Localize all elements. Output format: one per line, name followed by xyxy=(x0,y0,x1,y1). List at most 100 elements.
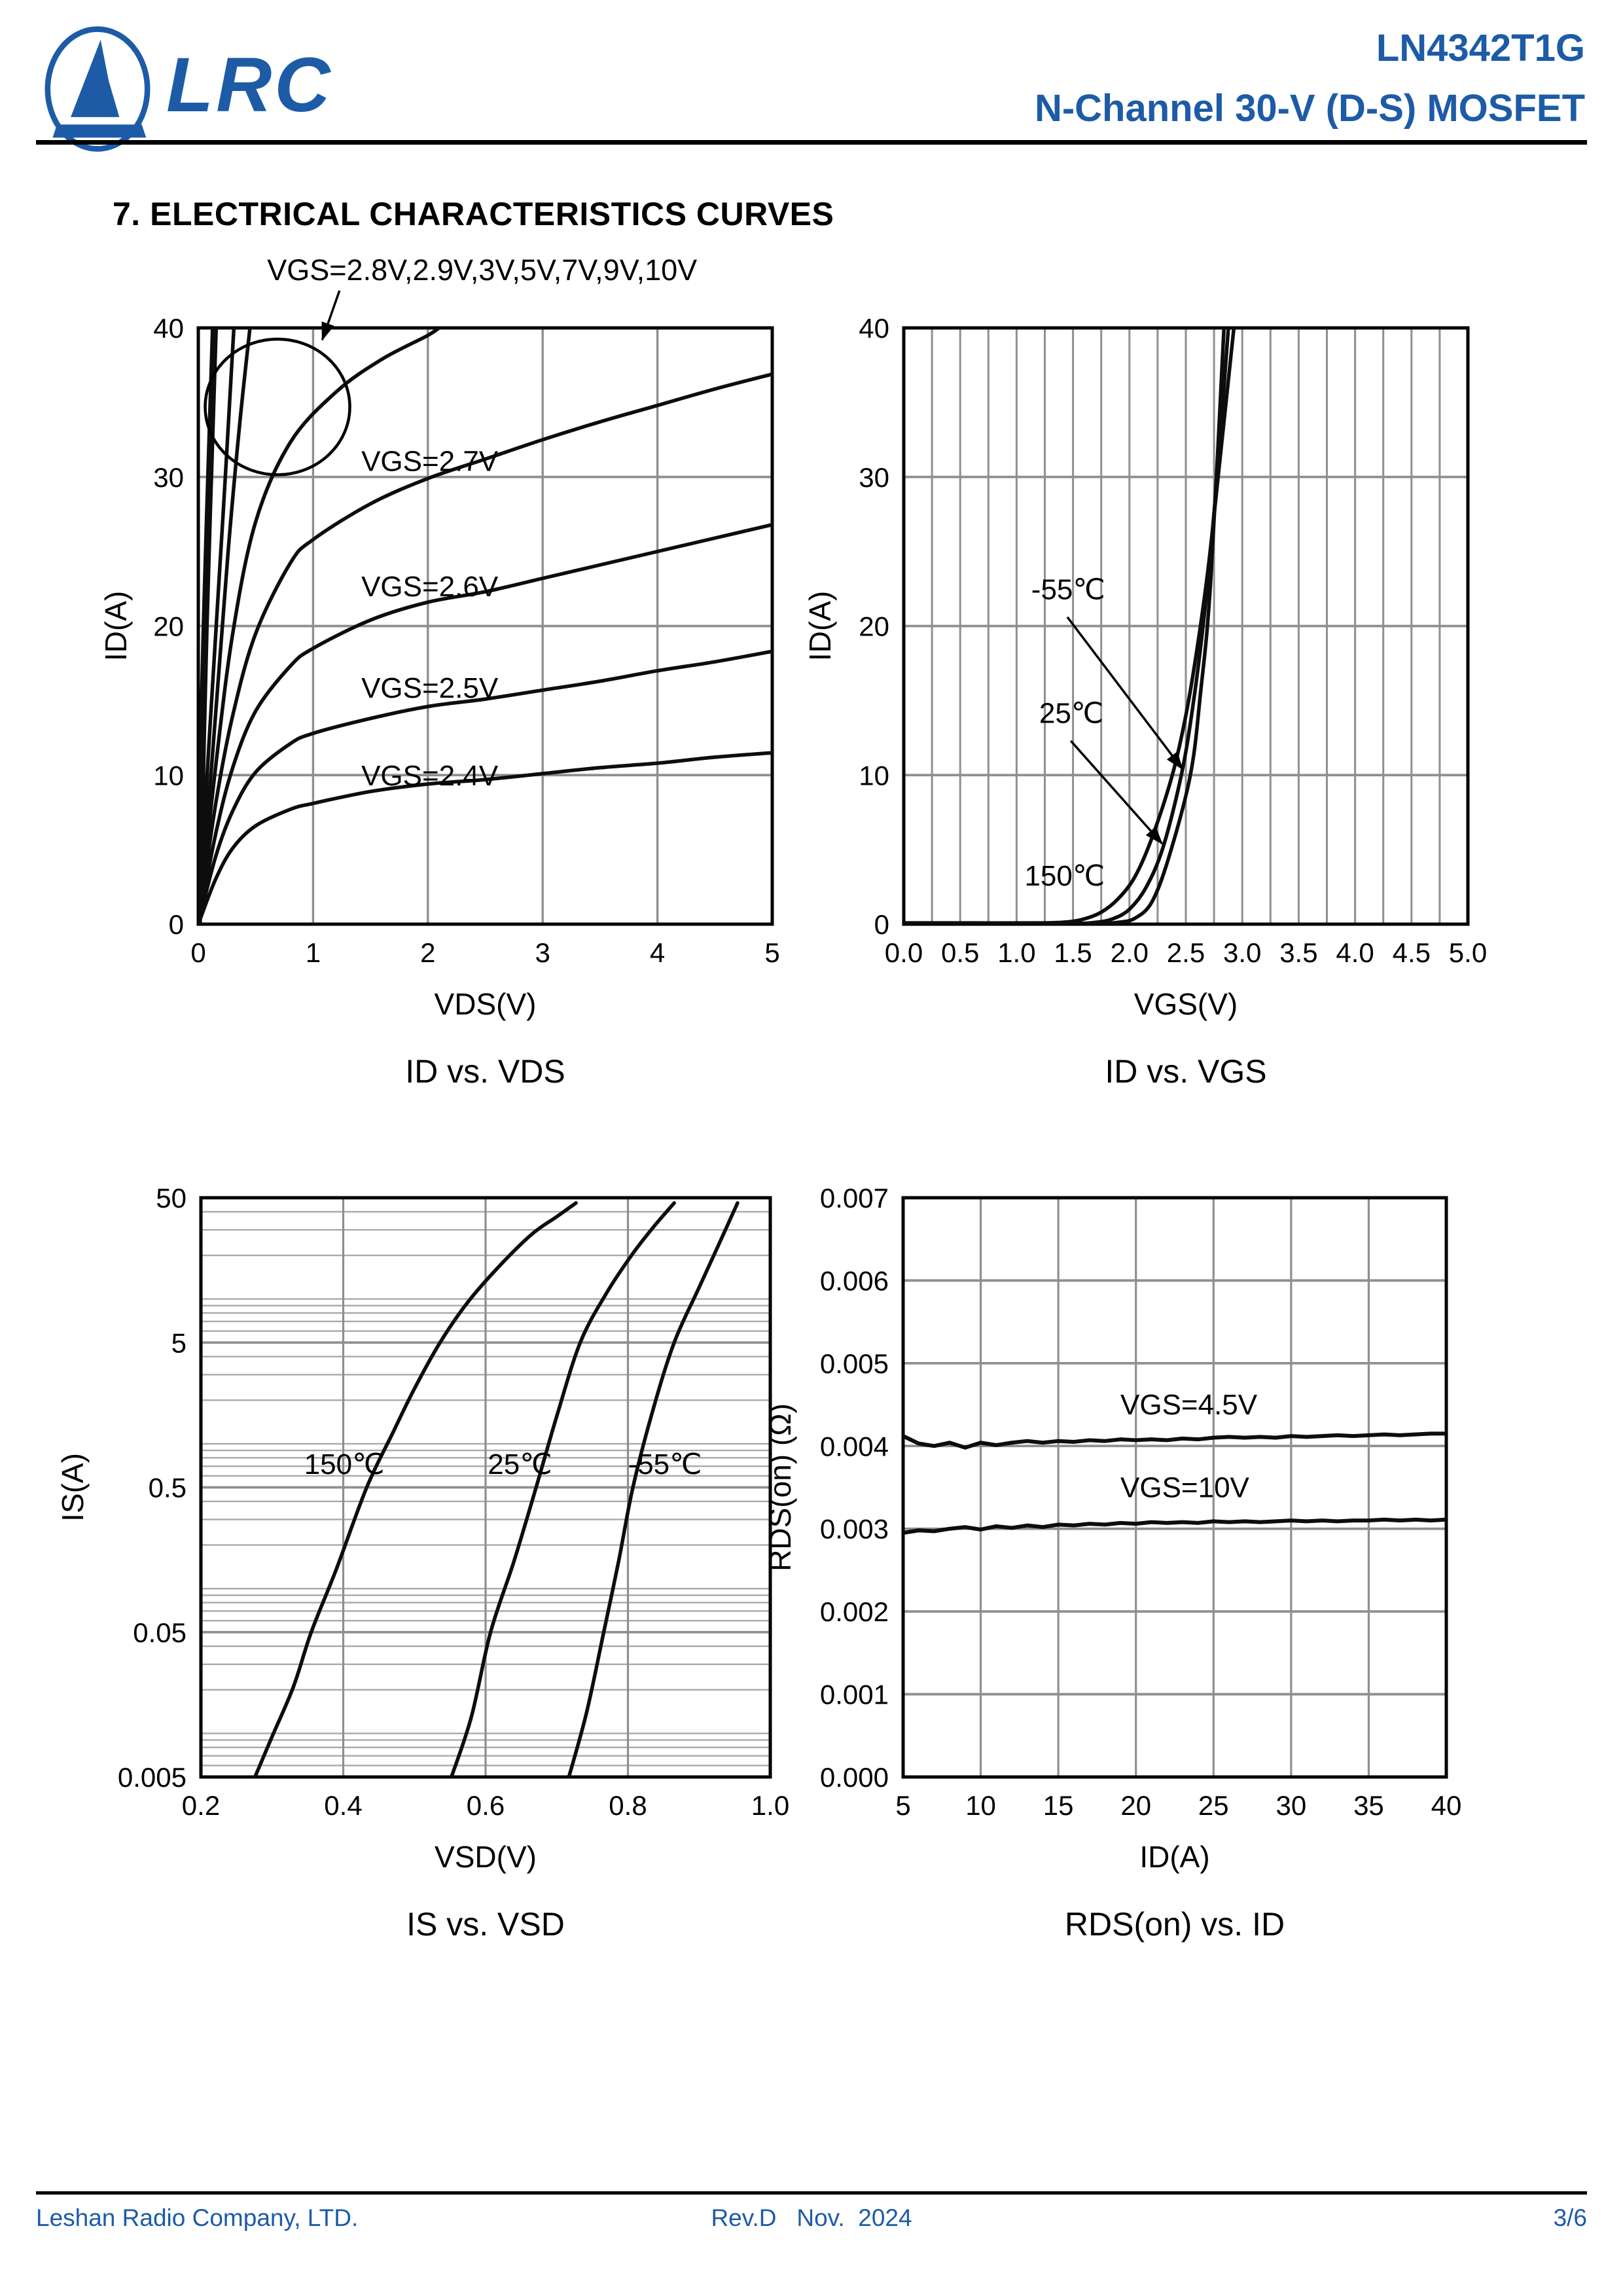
annotation-arrow xyxy=(321,290,341,341)
chart-inline-label: 25℃ xyxy=(488,1448,552,1480)
y-tick-label: 40 xyxy=(153,313,184,344)
chart-inline-label: VGS=2.6V xyxy=(361,571,499,603)
y-tick-label: 0.004 xyxy=(820,1431,889,1462)
x-tick-label: 5 xyxy=(764,937,779,968)
logo-ellipse xyxy=(45,26,151,152)
y-tick-label: 0 xyxy=(874,909,889,940)
footer-company: Leshan Radio Company, LTD. xyxy=(36,2204,359,2231)
x-tick-label: 0.5 xyxy=(941,937,979,968)
y-axis-label: IS(A) xyxy=(56,1453,90,1522)
annotation-arrow xyxy=(1066,616,1184,770)
y-tick-label: 0.007 xyxy=(820,1183,889,1213)
x-tick-label: 0.2 xyxy=(182,1790,220,1821)
footer-revision: Rev.D Nov. 2024 xyxy=(711,2204,912,2231)
plot-frame xyxy=(901,1196,1448,1779)
x-tick-label: 3.0 xyxy=(1223,937,1261,968)
x-tick-label: 10 xyxy=(965,1790,996,1821)
plot-frame xyxy=(902,326,1470,926)
part-number: LN4342T1G xyxy=(1376,27,1585,69)
footer: Leshan Radio Company, LTD. Rev.D Nov. 20… xyxy=(36,2204,1587,2232)
x-tick-label: 0.4 xyxy=(324,1790,362,1821)
chart-inline-label: 150℃ xyxy=(1024,860,1105,892)
logo-text: LRC xyxy=(166,42,333,128)
chart-canvas-rdson-vs-id: VGS=4.5V VGS=10V 5 10 15 20 25 30 35 40 0.000 0.001… xyxy=(763,1183,1462,1943)
y-axis-label: RDS(on) (Ω) xyxy=(763,1403,797,1571)
curve-VGS=10V,9V,7V,5V xyxy=(198,328,219,924)
chart-inline-label: 150℃ xyxy=(304,1448,385,1480)
annotation-ellipse xyxy=(204,337,351,476)
x-tick-label: 3 xyxy=(535,937,550,968)
chart-caption: IS vs. VSD xyxy=(406,1906,565,1943)
x-tick-label: 1.0 xyxy=(997,937,1035,968)
curve-VGS=2.9V xyxy=(198,328,252,924)
y-tick-label: 0.006 xyxy=(820,1265,889,1296)
footer-page-number: 3/6 xyxy=(1553,2204,1587,2231)
x-tick-label: 40 xyxy=(1431,1790,1462,1821)
part-description: N-Channel 30-V (D-S) MOSFET xyxy=(1034,87,1585,130)
y-tick-label: 0 xyxy=(169,909,184,940)
x-tick-label: 1.5 xyxy=(1054,937,1092,968)
y-tick-label: 40 xyxy=(859,313,889,344)
y-tick-label: 5 xyxy=(171,1327,187,1358)
y-tick-label: 0.005 xyxy=(820,1348,889,1379)
x-axis-label: VSD(V) xyxy=(435,1840,537,1874)
x-tick-label: 35 xyxy=(1353,1790,1384,1821)
curve--55C xyxy=(567,1201,740,1777)
curve-150C xyxy=(253,1201,578,1777)
header-rule xyxy=(36,140,1587,145)
x-tick-label: 3.5 xyxy=(1279,937,1317,968)
curve-VGS=2.8V xyxy=(198,328,442,924)
footer-rule xyxy=(36,2191,1587,2195)
y-tick-label: 30 xyxy=(153,462,184,493)
x-tick-label: 0.6 xyxy=(467,1790,505,1821)
lrc-logo-icon xyxy=(38,24,157,154)
chart-inline-label: VGS=10V xyxy=(1120,1472,1250,1504)
chart-caption: ID vs. VDS xyxy=(405,1053,565,1090)
y-tick-label: 0.000 xyxy=(820,1762,889,1793)
curve-25C xyxy=(904,328,1230,924)
x-tick-label: 2 xyxy=(420,937,435,968)
x-axis-label: VGS(V) xyxy=(1134,987,1238,1021)
y-tick-label: 30 xyxy=(859,462,889,493)
y-axis-label: ID(A) xyxy=(99,591,133,661)
x-axis-label: VDS(V) xyxy=(435,987,537,1021)
lrc-logo-mark xyxy=(45,26,151,152)
chart-inline-label: VGS=2.7V xyxy=(361,446,499,478)
chart-inline-label: -55℃ xyxy=(628,1448,702,1480)
x-tick-label: 30 xyxy=(1275,1790,1306,1821)
x-tick-label: 20 xyxy=(1120,1790,1151,1821)
x-axis-label: ID(A) xyxy=(1139,1840,1209,1874)
curve-VGS=2.7V xyxy=(198,372,772,924)
x-tick-label: 0.8 xyxy=(609,1790,647,1821)
x-tick-label: 2.5 xyxy=(1167,937,1205,968)
y-tick-label: 0.001 xyxy=(820,1679,889,1710)
plot-frame xyxy=(196,326,774,926)
section-title: 7. ELECTRICAL CHARACTERISTICS CURVES xyxy=(113,196,834,232)
chart-is-vs-vsd: 150℃ 25℃ -55℃ 0.2 0.4 0.6 0.8 1.0 50 5 0.5 0.05 0.00… xyxy=(0,1113,818,1990)
y-tick-label: 10 xyxy=(153,760,184,791)
y-tick-label: 10 xyxy=(859,760,889,791)
curve-VGS=2.5V xyxy=(198,649,772,924)
y-axis-label: ID(A) xyxy=(803,591,837,661)
curve-150C xyxy=(904,328,1236,924)
header-titles: LN4342T1G N-Channel 30-V (D-S) MOSFET xyxy=(1035,18,1585,139)
x-tick-label: 0 xyxy=(190,937,205,968)
chart-caption: ID vs. VGS xyxy=(1105,1053,1266,1090)
y-tick-label: 20 xyxy=(153,611,184,642)
curve--55C xyxy=(904,328,1226,924)
y-tick-label: 0.003 xyxy=(820,1514,889,1545)
y-tick-label: 50 xyxy=(156,1183,187,1213)
curve-VGS=10V xyxy=(903,1517,1446,1535)
x-tick-label: 25 xyxy=(1198,1790,1229,1821)
chart-inline-label: VGS=2.5V xyxy=(361,672,499,704)
y-tick-label: 0.002 xyxy=(820,1596,889,1627)
curve-VGS=4.5V xyxy=(903,1431,1446,1450)
chart-inline-label: 25℃ xyxy=(1039,698,1103,730)
x-tick-label: 0.0 xyxy=(885,937,923,968)
header-logo: LRC xyxy=(38,24,333,154)
chart-inline-label: VGS=2.8V,2.9V,3V,5V,7V,9V,10V xyxy=(267,253,697,287)
x-tick-label: 1 xyxy=(306,937,321,968)
x-tick-label: 2.0 xyxy=(1111,937,1149,968)
y-tick-label: 0.05 xyxy=(133,1617,187,1648)
